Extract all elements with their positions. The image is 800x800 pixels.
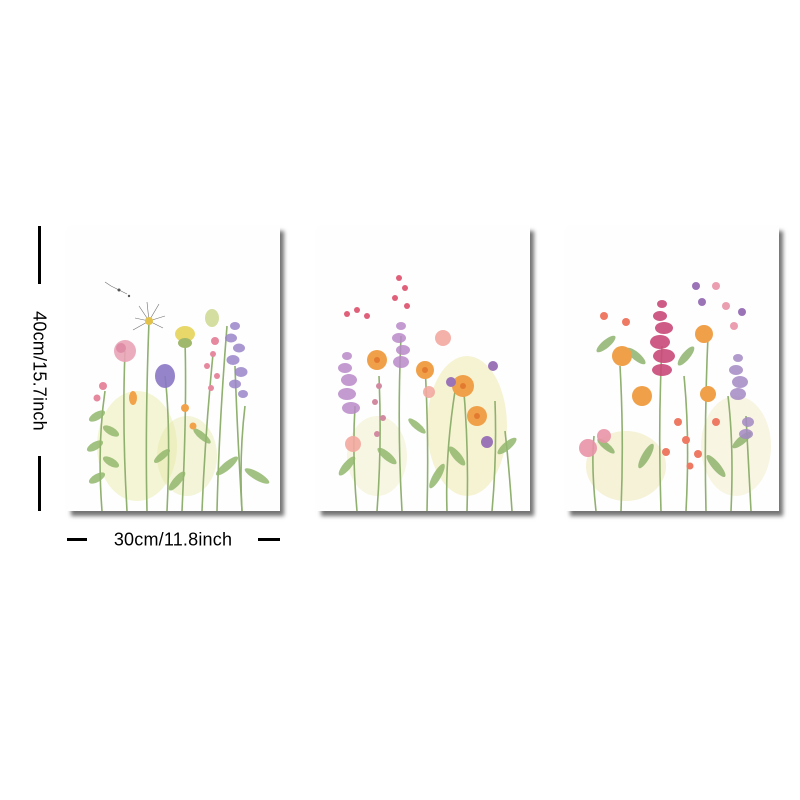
watercolor-wildflowers-left [86, 281, 270, 511]
height-dimension-line-top [38, 226, 41, 284]
print-panel-2 [317, 226, 530, 511]
height-dimension-line-bottom [38, 456, 41, 511]
print-panel-3 [566, 226, 779, 511]
print-panel-1 [67, 226, 280, 511]
watercolor-wildflowers-middle [338, 275, 517, 511]
width-dimension-line-right [258, 538, 280, 541]
width-dimension-line-left [67, 538, 87, 541]
height-dimension-label: 40cm/15.7inch [29, 311, 50, 431]
watercolor-wildflowers-right [579, 282, 771, 511]
width-dimension-label: 30cm/11.8inch [113, 529, 233, 550]
